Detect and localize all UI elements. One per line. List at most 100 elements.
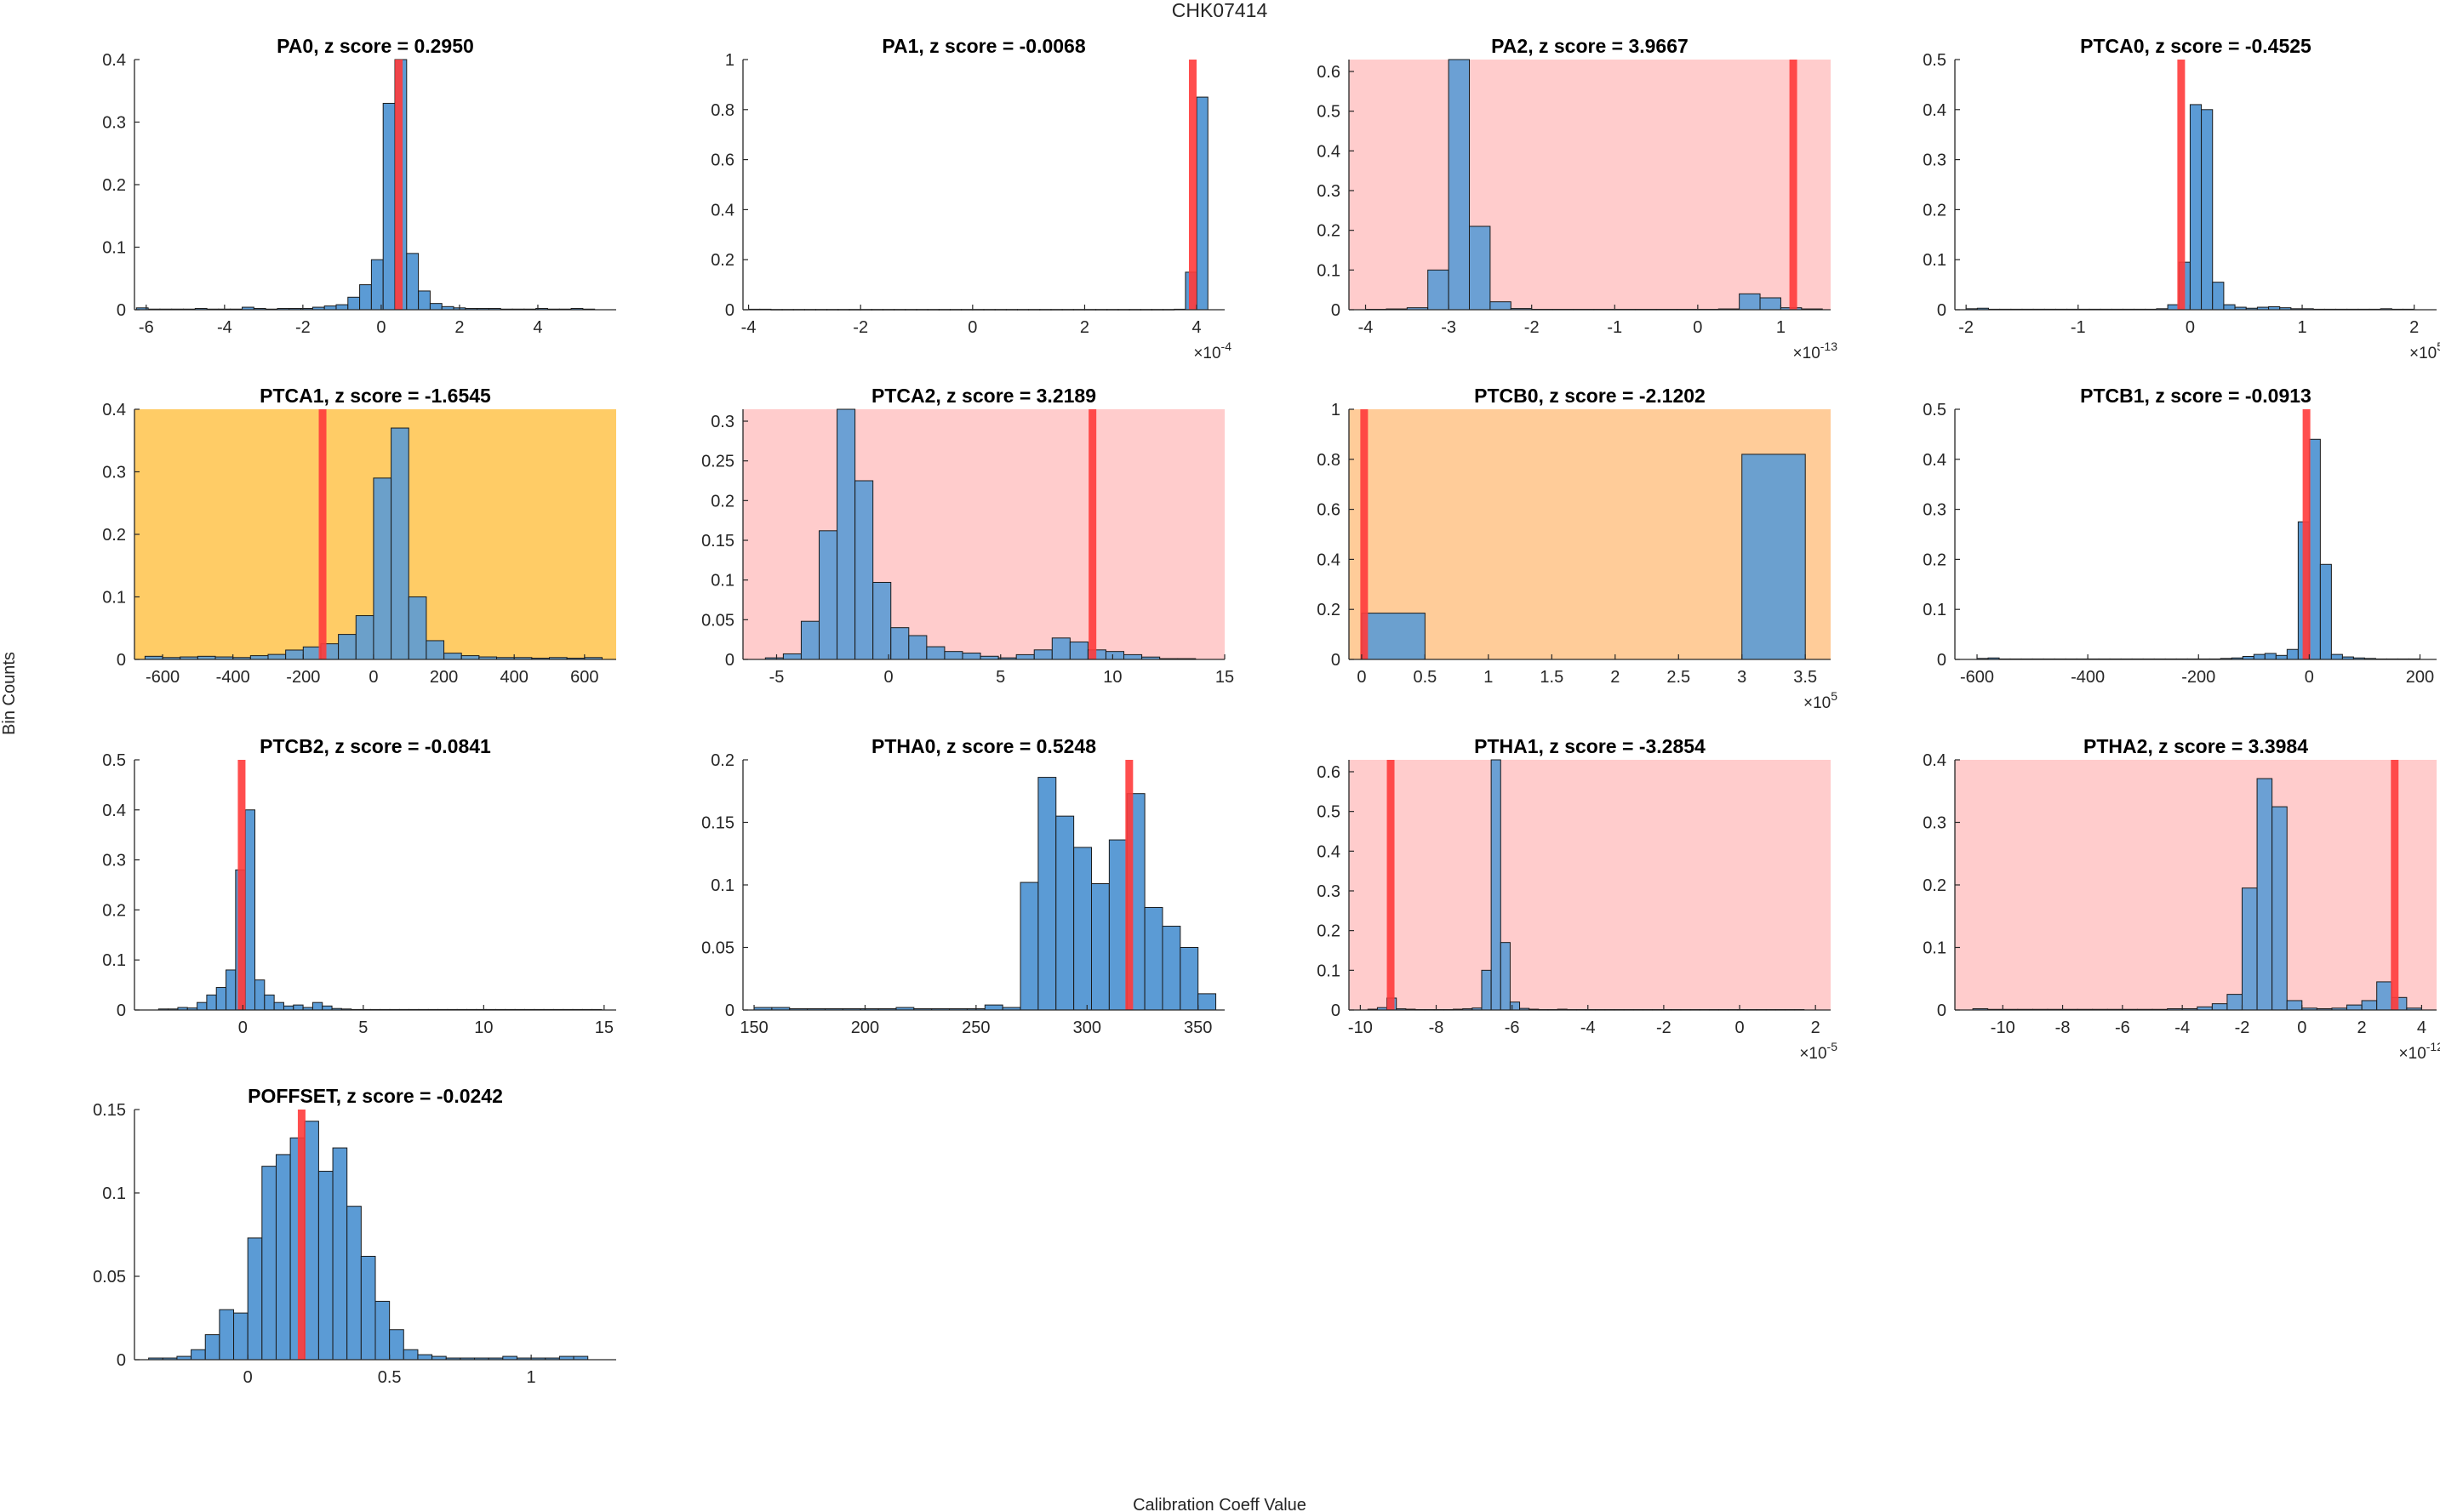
- y-tick-label: 0.1: [1923, 939, 1946, 958]
- histogram-bar: [1037, 777, 1057, 1011]
- histogram-bar: [403, 1349, 419, 1361]
- y-tick-label: 0.4: [1923, 451, 1946, 470]
- histogram-bar: [283, 1005, 294, 1011]
- histogram-bar: [408, 596, 427, 660]
- x-tick-label: -6: [139, 318, 154, 337]
- y-tick-label: 0.1: [102, 1184, 126, 1203]
- histogram-bar: [304, 1121, 319, 1361]
- x-tick-label: 2: [1811, 1018, 1820, 1037]
- histogram-bar: [406, 253, 420, 311]
- y-tick-label: 0: [1331, 301, 1340, 320]
- histogram-bar: [322, 1005, 333, 1011]
- y-tick-label: 0.5: [102, 751, 126, 770]
- x-tick-label: 10: [1103, 668, 1122, 687]
- histogram-bar: [374, 1300, 391, 1361]
- histogram-bar: [275, 1154, 291, 1361]
- histogram-bar: [204, 1334, 220, 1361]
- y-tick-label: 0.1: [102, 239, 126, 258]
- x-tick-label: 2: [2357, 1018, 2367, 1037]
- y-tick-label: 0.3: [1923, 501, 1946, 520]
- histogram-bar: [944, 651, 963, 660]
- x-tick-label: 15: [595, 1018, 614, 1037]
- subplot-title: PA2, z score = 3.9667: [1491, 35, 1689, 57]
- histogram-bar: [233, 1312, 249, 1361]
- y-tick-label: 0.1: [102, 589, 126, 608]
- histogram-bar: [244, 809, 255, 1011]
- histogram-bar: [1481, 969, 1492, 1011]
- histogram-bar: [1020, 882, 1039, 1011]
- histogram-bar: [302, 646, 322, 660]
- subplot-title: PTCA0, z score = -0.4525: [2080, 35, 2311, 57]
- subplot-title: PTCB0, z score = -2.1202: [1474, 385, 1706, 407]
- histogram-bar: [1739, 293, 1761, 311]
- histogram-bar: [2226, 994, 2243, 1011]
- histogram-bar: [1105, 651, 1125, 660]
- histogram-bar: [2361, 1000, 2378, 1011]
- panel-background: [1349, 60, 1831, 310]
- histogram-bar: [247, 1237, 263, 1361]
- histogram-bar: [1759, 297, 1781, 311]
- x-tick-label: -400: [2071, 668, 2105, 687]
- x-tick-label: 350: [1184, 1018, 1212, 1037]
- axis-exponent: ×10-13: [1793, 339, 1838, 362]
- y-tick-label: 0.15: [93, 1101, 126, 1120]
- y-tick-label: 0.2: [711, 251, 734, 270]
- x-tick-label: -200: [286, 668, 320, 687]
- y-tick-label: 0.8: [1317, 451, 1340, 470]
- histogram-bar: [2286, 648, 2299, 660]
- x-tick-label: 150: [740, 1018, 768, 1037]
- y-tick-label: 0.15: [701, 814, 734, 833]
- subplot-3: -2 -1 0 1 2 0 0.1 0.2 0.3 0.4 0.5 ×105 PTCA0, z scor…: [1923, 35, 2440, 362]
- y-tick-label: 0.6: [1317, 501, 1340, 520]
- y-tick-label: 0.5: [1923, 401, 1946, 419]
- x-tick-label: -8: [1429, 1018, 1444, 1037]
- x-tick-label: 3.5: [1793, 668, 1817, 687]
- histogram-bar: [800, 620, 820, 660]
- histogram-bar: [782, 653, 802, 660]
- x-tick-label: -6: [1505, 1018, 1520, 1037]
- y-tick-label: 0: [117, 1351, 126, 1370]
- histogram-bar: [1091, 883, 1110, 1011]
- x-tick-label: 0: [243, 1368, 253, 1387]
- axis-exponent: ×105: [2409, 339, 2440, 362]
- x-tick-label: -2: [1958, 318, 1974, 337]
- y-tick-label: 0.4: [1317, 551, 1340, 569]
- y-axis-label: Bin Counts: [0, 652, 19, 735]
- histogram-bar: [1051, 637, 1071, 660]
- histogram-bar: [261, 1166, 277, 1361]
- x-tick-label: 0: [369, 668, 378, 687]
- subplot-title: POFFSET, z score = -0.0242: [248, 1085, 503, 1107]
- y-tick-label: 0.3: [1923, 151, 1946, 170]
- y-tick-label: 0.2: [1923, 876, 1946, 895]
- histogram-bar: [264, 994, 275, 1011]
- histogram-bar: [1033, 649, 1053, 660]
- x-tick-label: 3: [1737, 668, 1746, 687]
- y-tick-label: 0.4: [1317, 142, 1340, 161]
- y-tick-label: 0.3: [102, 114, 126, 133]
- x-tick-label: 0: [1693, 318, 1702, 337]
- x-tick-label: 0: [1734, 1018, 1744, 1037]
- y-tick-label: 0: [117, 301, 126, 320]
- x-tick-label: 600: [570, 668, 598, 687]
- histogram-bar: [219, 1309, 235, 1361]
- histogram-bar: [389, 1329, 404, 1361]
- x-tick-label: 2: [2409, 318, 2419, 337]
- x-tick-label: -4: [217, 318, 232, 337]
- histogram-bar: [429, 303, 443, 311]
- y-tick-label: 0.2: [1317, 601, 1340, 619]
- x-tick-label: 400: [500, 668, 529, 687]
- x-tick-label: -4: [1580, 1018, 1596, 1037]
- x-tick-label: 10: [474, 1018, 493, 1037]
- histogram-bar: [1073, 847, 1093, 1011]
- histogram-bar: [984, 1004, 1003, 1011]
- histogram-bar: [335, 304, 349, 311]
- histogram-bar: [418, 290, 431, 311]
- y-tick-label: 0.2: [102, 526, 126, 545]
- x-tick-label: 4: [2417, 1018, 2426, 1037]
- subplot-5: -5 0 5 10 15 0 0.05 0.1 0.15 0.2 0.25 0.3 PTCA2, z s…: [701, 385, 1234, 687]
- x-tick-label: 2: [1080, 318, 1089, 337]
- x-tick-label: 0: [968, 318, 977, 337]
- subplot-4: -600 -400 -200 0 200 400 600 0 0.1 0.2 0.3 0.4 PTCA1…: [102, 385, 616, 687]
- panel-background: [1349, 760, 1831, 1010]
